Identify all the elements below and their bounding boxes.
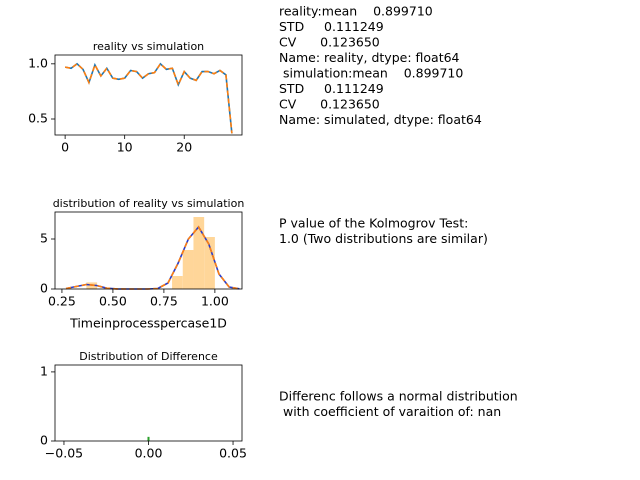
- axes-frame: [54, 364, 243, 442]
- chart-title: Distribution of Difference: [79, 350, 218, 363]
- y-tick-label: 1: [40, 363, 48, 378]
- histogram-bar: [172, 276, 183, 289]
- histogram-bar: [204, 237, 215, 289]
- x-tick-label: 0.75: [150, 294, 178, 309]
- x-tick-label: 0.00: [135, 446, 163, 461]
- info-text: simulation:mean 0.899710: [279, 66, 463, 81]
- series-line: [64, 62, 233, 134]
- x-tick-label: 10: [117, 140, 133, 155]
- series-line: [65, 225, 240, 290]
- x-tick-label: 1.00: [201, 294, 229, 309]
- y-tick-label: 5: [40, 231, 48, 246]
- info-text: Differenc follows a normal distribution: [279, 389, 518, 404]
- info-text: P value of the Kolmogrov Test:: [279, 216, 468, 231]
- x-tick-label: 0: [61, 140, 69, 155]
- chart-title: reality vs simulation: [93, 40, 204, 53]
- info-text: STD 0.111249: [279, 19, 384, 34]
- histogram-bar: [193, 217, 205, 289]
- info-text: Name: reality, dtype: float64: [279, 50, 460, 65]
- info-text: with coefficient of varaition of: nan: [279, 404, 501, 419]
- histogram-bar: [182, 250, 194, 289]
- y-tick-label: 0: [40, 433, 48, 448]
- info-text: CV 0.123650: [279, 35, 380, 50]
- info-text: CV 0.123650: [279, 97, 380, 112]
- chart-title: distribution of reality vs simulation: [53, 197, 245, 210]
- x-tick-label: 0.25: [48, 294, 76, 309]
- axes-frame: [54, 211, 243, 290]
- info-text: STD 0.111249: [279, 81, 384, 96]
- y-tick-label: 1.0: [28, 55, 48, 70]
- x-axis-label: Timeinprocesspercase1D: [69, 316, 227, 331]
- y-tick-label: 0: [40, 281, 48, 296]
- x-tick-label: 0.50: [99, 294, 127, 309]
- axes-frame: [54, 54, 243, 136]
- x-tick-label: −0.05: [45, 446, 83, 461]
- histogram-bar: [147, 436, 150, 441]
- info-text: reality:mean 0.899710: [279, 4, 433, 19]
- x-tick-label: 20: [176, 140, 192, 155]
- info-text: 1.0 (Two distributions are similar): [279, 231, 488, 246]
- info-text: Name: simulated, dtype: float64: [279, 112, 482, 127]
- y-tick-label: 0.5: [28, 111, 48, 126]
- x-tick-label: 0.05: [219, 446, 247, 461]
